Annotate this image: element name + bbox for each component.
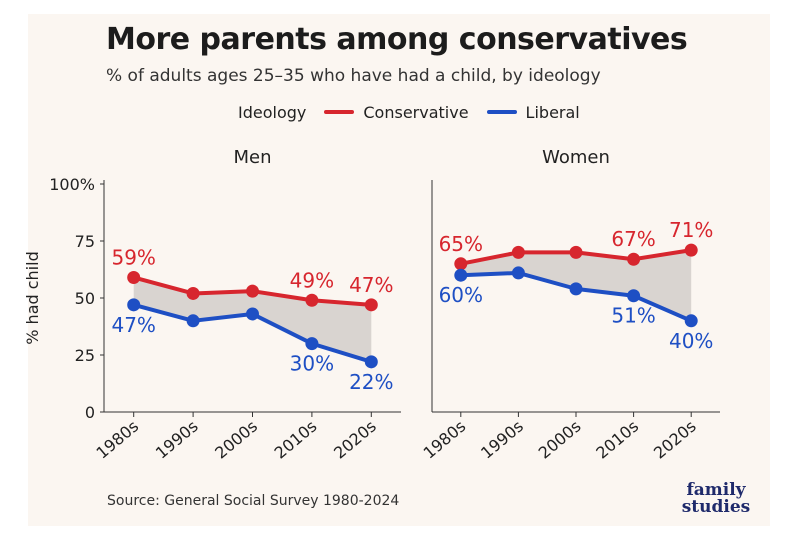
facet-men: Men 0 25 50 75 100% % had child 1980s 1990s 2000s… (23, 147, 401, 463)
data-point-conservative (246, 284, 259, 298)
x-tick-label: 2020s (650, 417, 700, 463)
data-label-conservative: 71% (669, 218, 713, 242)
data-label-liberal: 30% (290, 352, 334, 376)
x-tick-label: 2010s (592, 417, 642, 463)
legend-label-liberal: Liberal (525, 102, 580, 122)
data-point-conservative (305, 293, 319, 307)
facet-title: Men (233, 147, 271, 168)
logo-line-1: family (686, 480, 746, 500)
data-point-liberal (186, 314, 200, 328)
legend-swatch-liberal (486, 110, 517, 114)
data-point-conservative (186, 286, 200, 300)
data-point-conservative (127, 270, 141, 284)
legend-label-conservative: Conservative (363, 102, 469, 122)
data-label-conservative: 67% (611, 227, 655, 251)
data-point-liberal (454, 268, 468, 282)
x-tick-label: 2000s (211, 417, 261, 463)
y-tick-label: 50 (75, 289, 95, 308)
data-label-liberal: 47% (111, 313, 155, 337)
chart-title: More parents among conservatives (106, 22, 688, 57)
y-tick-label: 25 (75, 346, 95, 365)
chart-subtitle: % of adults ages 25–35 who have had a ch… (106, 66, 601, 86)
data-label-liberal: 40% (669, 329, 713, 353)
data-point-liberal (627, 289, 641, 303)
data-point-liberal (569, 282, 583, 296)
data-point-conservative (569, 245, 583, 259)
y-tick-label: 0 (85, 403, 95, 422)
data-point-liberal (684, 314, 698, 328)
data-point-conservative (684, 243, 698, 257)
facet-title: Women (542, 147, 610, 168)
data-point-conservative (454, 257, 468, 271)
y-axis-label: % had child (23, 251, 42, 344)
data-label-conservative: 49% (290, 268, 334, 292)
data-label-conservative: 47% (349, 273, 393, 297)
legend-swatch-conservative (324, 110, 355, 114)
data-label-liberal: 60% (439, 283, 483, 307)
x-tick-label: 1990s (152, 417, 202, 463)
data-label-conservative: 65% (439, 232, 483, 256)
data-point-conservative (511, 245, 525, 259)
data-point-conservative (627, 252, 641, 266)
data-label-liberal: 51% (611, 304, 655, 328)
legend: Ideology Conservative Liberal (238, 100, 580, 124)
data-point-liberal (305, 337, 319, 351)
x-tick-label: 2010s (271, 417, 321, 463)
logo-line-2: studies (681, 497, 751, 517)
data-point-liberal (127, 298, 141, 312)
y-tick-label: 100% (49, 175, 95, 194)
data-label-conservative: 59% (111, 245, 155, 269)
data-point-liberal (246, 307, 259, 321)
data-label-liberal: 22% (349, 370, 393, 394)
x-tick-label: 1980s (92, 417, 142, 463)
x-tick-label: 2020s (330, 417, 380, 463)
y-tick-label: 75 (75, 232, 95, 251)
x-tick-label: 2000s (535, 417, 585, 463)
source-note: Source: General Social Survey 1980-2024 (107, 493, 400, 509)
family-studies-logo: family studies (676, 482, 756, 516)
x-tick-label: 1990s (477, 417, 527, 463)
facet-women: Women 1980s 1990s 2000s 2010s 2020s 65% 67% 71% 6… (420, 147, 720, 463)
x-tick-label: 1980s (420, 417, 470, 463)
legend-title: Ideology (238, 102, 307, 122)
data-point-liberal (511, 266, 525, 280)
data-point-liberal (364, 355, 378, 369)
data-point-conservative (364, 298, 378, 312)
